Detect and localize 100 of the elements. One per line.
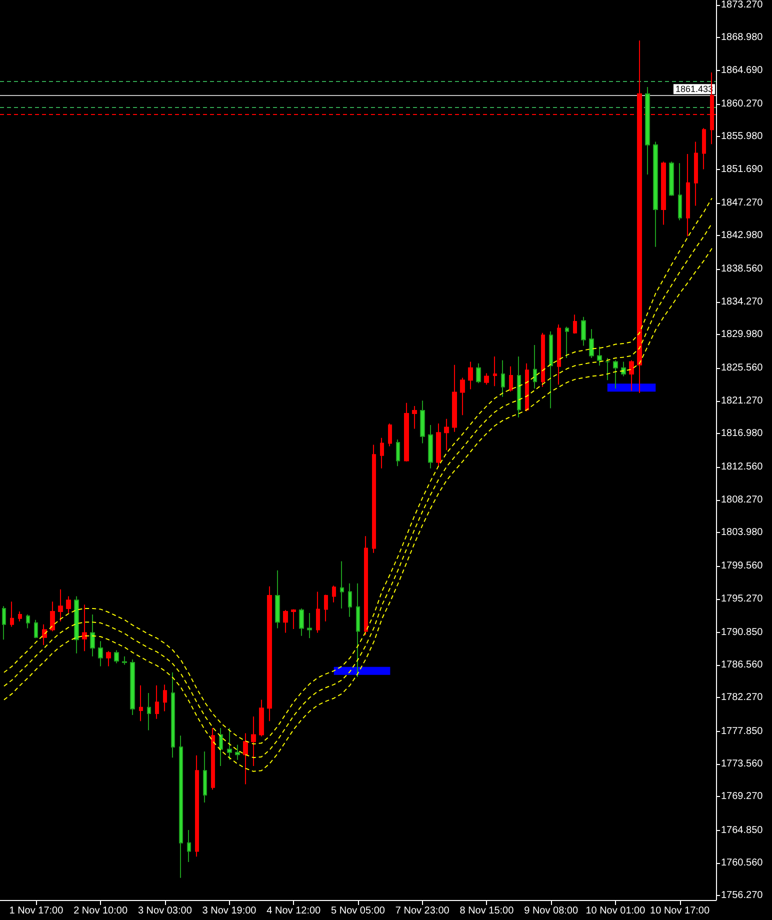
y-tick-label: 1756.270 bbox=[721, 890, 764, 902]
candlestick bbox=[364, 536, 368, 636]
candlestick bbox=[517, 356, 521, 418]
candlestick bbox=[340, 560, 344, 609]
y-tick-label: 1821.270 bbox=[721, 395, 764, 406]
y-tick-label: 1838.560 bbox=[721, 264, 764, 275]
y-tick-label: 1834.270 bbox=[721, 296, 764, 308]
candlestick bbox=[18, 610, 22, 622]
candlestick bbox=[444, 418, 449, 451]
candlestick bbox=[90, 614, 95, 657]
candlestick bbox=[509, 366, 513, 392]
y-tick-label: 1812.560 bbox=[721, 462, 764, 473]
candlestick bbox=[388, 422, 392, 447]
y-tick-label: 1868.980 bbox=[721, 32, 764, 44]
y-tick-label: 1764.850 bbox=[721, 824, 764, 836]
candlestick bbox=[428, 424, 433, 469]
candlestick bbox=[211, 727, 215, 790]
candlestick bbox=[621, 361, 626, 377]
candlestick bbox=[163, 684, 167, 712]
y-tick-label: 1842.980 bbox=[721, 230, 764, 242]
candlestick bbox=[42, 624, 47, 646]
y-tick-label: 1825.560 bbox=[721, 362, 764, 374]
candlestick bbox=[645, 86, 650, 176]
candlestick bbox=[549, 330, 553, 409]
y-tick-label: 1851.690 bbox=[721, 164, 764, 175]
y-tick-label: 1847.270 bbox=[721, 197, 764, 208]
candlestick bbox=[106, 650, 111, 667]
candlestick bbox=[307, 612, 312, 639]
candlestick bbox=[476, 362, 481, 384]
candlestick bbox=[412, 405, 417, 430]
candlestick bbox=[348, 582, 352, 618]
candlestick bbox=[613, 360, 618, 389]
candlestick bbox=[122, 656, 127, 666]
candlestick bbox=[581, 316, 586, 346]
y-tick-label: 1795.270 bbox=[721, 593, 764, 604]
candlestick bbox=[629, 360, 634, 392]
candlestick bbox=[533, 344, 537, 389]
candlestick bbox=[2, 606, 6, 640]
candlestick bbox=[291, 608, 296, 630]
candlestick bbox=[50, 601, 55, 632]
candlestick bbox=[452, 364, 457, 432]
candlestick bbox=[203, 751, 207, 804]
candlestick bbox=[74, 596, 79, 654]
y-tick-label: 1808.270 bbox=[721, 494, 764, 506]
x-tick-label: 2 Nov 10:00 bbox=[74, 906, 128, 916]
candlestick bbox=[34, 619, 38, 639]
y-tick-label: 1782.270 bbox=[721, 692, 764, 704]
y-tick-label: 1790.850 bbox=[721, 626, 764, 638]
y-tick-label: 1786.560 bbox=[721, 660, 764, 671]
y-tick-label: 1873.270 bbox=[721, 0, 764, 10]
candlestick bbox=[573, 314, 577, 334]
candlestick bbox=[557, 324, 561, 386]
candlestick bbox=[637, 40, 642, 394]
candlestick bbox=[195, 754, 199, 858]
candlestick bbox=[460, 377, 465, 416]
candlestick bbox=[493, 356, 497, 387]
candlestick bbox=[187, 829, 191, 862]
candlestick bbox=[396, 438, 400, 467]
candlestick bbox=[356, 582, 360, 678]
x-tick-label: 10 Nov 17:00 bbox=[650, 906, 710, 916]
candlestick bbox=[525, 362, 529, 412]
x-tick-label: 4 Nov 12:00 bbox=[266, 906, 322, 916]
y-tick-label: 1769.270 bbox=[721, 791, 764, 802]
candlestick bbox=[243, 732, 248, 785]
x-tick-label: 10 Nov 01:00 bbox=[586, 906, 646, 916]
candlestick bbox=[267, 586, 272, 722]
candlestick bbox=[565, 326, 569, 358]
candlestick bbox=[227, 727, 232, 760]
candlestick bbox=[420, 400, 425, 444]
candlestick bbox=[10, 601, 14, 628]
y-tick-label: 1860.270 bbox=[721, 98, 764, 110]
candlestick bbox=[589, 328, 594, 358]
candlestick bbox=[436, 422, 441, 467]
candlestick bbox=[501, 360, 505, 398]
x-tick-label: 7 Nov 23:00 bbox=[395, 906, 450, 916]
candlestick bbox=[299, 608, 304, 636]
candlestick bbox=[26, 614, 30, 629]
candlestick bbox=[605, 357, 610, 381]
candlestick bbox=[669, 161, 674, 196]
candlestick bbox=[702, 128, 706, 170]
y-tick-label: 1829.980 bbox=[721, 329, 764, 340]
candlestick bbox=[694, 141, 698, 206]
x-tick-label: 1 Nov 17:00 bbox=[9, 906, 64, 916]
x-tick-label: 3 Nov 03:00 bbox=[138, 906, 192, 916]
candlestick bbox=[58, 588, 63, 622]
y-tick-label: 1864.690 bbox=[721, 64, 764, 76]
y-tick-label: 1760.560 bbox=[721, 858, 764, 869]
candlestick bbox=[653, 141, 658, 248]
y-tick-label: 1799.560 bbox=[721, 560, 764, 572]
candlestick bbox=[147, 692, 151, 731]
x-tick-label: 3 Nov 19:00 bbox=[202, 906, 257, 916]
candlestick bbox=[235, 744, 240, 760]
candlestick bbox=[380, 437, 384, 469]
x-tick-label: 5 Nov 05:00 bbox=[331, 906, 386, 916]
candlestick bbox=[372, 444, 376, 554]
y-tick-label: 1816.980 bbox=[721, 428, 764, 440]
candlestick bbox=[484, 372, 489, 386]
candlestick bbox=[316, 591, 320, 634]
candlestick bbox=[114, 650, 119, 664]
candlestick bbox=[283, 609, 288, 634]
